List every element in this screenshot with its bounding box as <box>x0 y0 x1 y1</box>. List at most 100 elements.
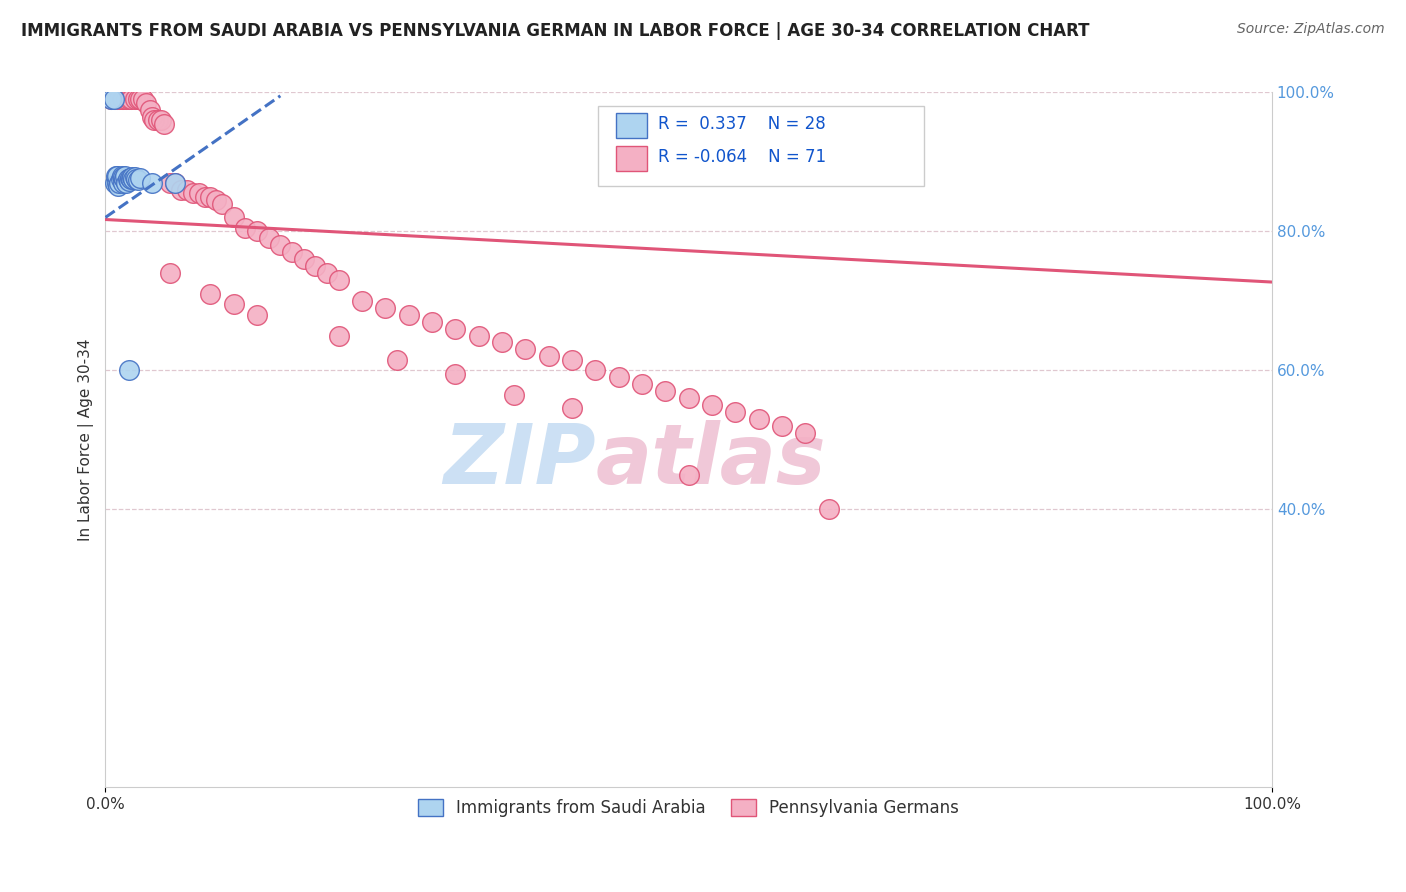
Text: IMMIGRANTS FROM SAUDI ARABIA VS PENNSYLVANIA GERMAN IN LABOR FORCE | AGE 30-34 C: IMMIGRANTS FROM SAUDI ARABIA VS PENNSYLV… <box>21 22 1090 40</box>
Point <box>125 171 148 186</box>
Y-axis label: In Labor Force | Age 30-34: In Labor Force | Age 30-34 <box>79 339 94 541</box>
Point <box>117 172 139 186</box>
Point <box>292 252 315 266</box>
Point <box>127 92 149 106</box>
Point <box>200 189 222 203</box>
Point <box>181 186 204 200</box>
Point <box>107 179 129 194</box>
Point <box>193 189 215 203</box>
Point <box>176 183 198 197</box>
Point <box>678 467 700 482</box>
Point <box>222 297 245 311</box>
Point <box>350 293 373 308</box>
Point <box>817 502 839 516</box>
Point <box>111 170 134 185</box>
Point <box>398 308 420 322</box>
Text: R =  0.337    N = 28: R = 0.337 N = 28 <box>658 115 827 133</box>
Point <box>105 92 128 106</box>
Text: atlas: atlas <box>595 420 825 501</box>
Point <box>328 328 350 343</box>
FancyBboxPatch shape <box>616 113 647 138</box>
Point <box>129 170 152 185</box>
Point <box>104 92 127 106</box>
Point <box>122 172 145 186</box>
Point <box>118 170 141 185</box>
Point <box>515 343 537 357</box>
Point <box>467 328 489 343</box>
Point <box>316 266 339 280</box>
Point <box>143 113 166 128</box>
Point <box>304 259 326 273</box>
Point <box>104 169 127 183</box>
Point <box>561 352 583 367</box>
Point <box>187 186 209 200</box>
Point <box>127 173 149 187</box>
Point <box>246 224 269 238</box>
Point <box>111 176 134 190</box>
Point <box>281 245 304 260</box>
Point <box>678 391 700 405</box>
Point <box>111 169 134 183</box>
Point <box>583 363 606 377</box>
Point <box>100 92 122 106</box>
Point <box>159 176 181 190</box>
Point <box>112 172 135 186</box>
Point <box>120 172 142 186</box>
FancyBboxPatch shape <box>616 146 647 171</box>
Point <box>124 92 146 106</box>
Point <box>118 363 141 377</box>
Point <box>138 103 160 117</box>
Point <box>748 412 770 426</box>
Point <box>200 286 222 301</box>
Point <box>235 220 257 235</box>
Point <box>385 352 408 367</box>
Point <box>114 169 136 183</box>
Point <box>631 377 654 392</box>
FancyBboxPatch shape <box>598 106 924 186</box>
Point <box>124 170 146 185</box>
Point <box>108 92 131 106</box>
Point <box>118 174 141 188</box>
Point <box>491 335 513 350</box>
Point <box>607 370 630 384</box>
Point <box>115 176 138 190</box>
Point <box>104 176 127 190</box>
Legend: Immigrants from Saudi Arabia, Pennsylvania Germans: Immigrants from Saudi Arabia, Pennsylvan… <box>412 792 966 824</box>
Point <box>700 398 723 412</box>
Point <box>328 273 350 287</box>
Point <box>724 405 747 419</box>
Point <box>420 315 443 329</box>
Point <box>770 418 793 433</box>
Point <box>561 401 583 416</box>
Point <box>654 384 676 398</box>
Point <box>165 176 187 190</box>
Point <box>120 92 142 106</box>
Point <box>246 308 269 322</box>
Point <box>108 176 131 190</box>
Point <box>222 211 245 225</box>
Point <box>205 193 228 207</box>
Point <box>111 92 134 106</box>
Point <box>141 110 163 124</box>
Point <box>537 350 560 364</box>
Point <box>374 301 396 315</box>
Point <box>502 387 524 401</box>
Point <box>105 169 128 183</box>
Point <box>269 238 291 252</box>
Point <box>121 170 143 185</box>
Point <box>159 266 181 280</box>
Point <box>105 176 128 190</box>
Point <box>118 92 141 106</box>
Point <box>444 321 467 335</box>
Point <box>135 95 157 110</box>
Point <box>100 92 122 106</box>
Point <box>152 117 174 131</box>
Point <box>141 176 163 190</box>
Point <box>129 92 152 106</box>
Point <box>444 367 467 381</box>
Point <box>111 92 134 106</box>
Text: ZIP: ZIP <box>443 420 595 501</box>
Text: R = -0.064    N = 71: R = -0.064 N = 71 <box>658 148 827 166</box>
Point <box>257 231 280 245</box>
Point <box>110 172 132 186</box>
